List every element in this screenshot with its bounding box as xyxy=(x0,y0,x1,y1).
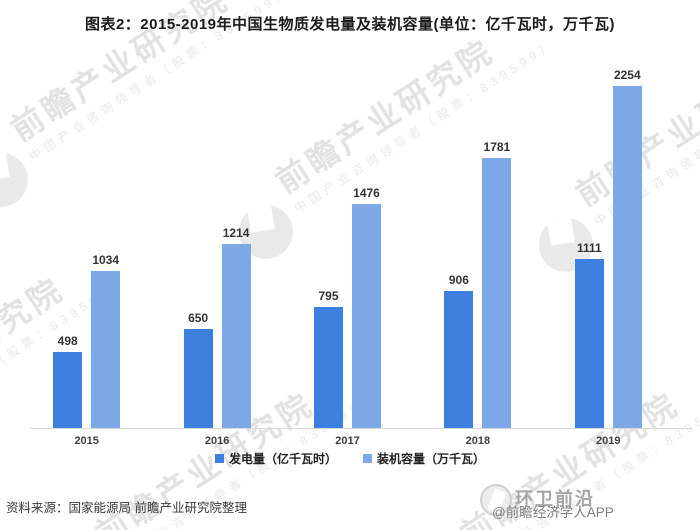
bar-value-label: 2254 xyxy=(613,68,641,82)
x-axis-label: 2018 xyxy=(465,435,491,447)
x-axis-label: 2017 xyxy=(335,435,360,447)
bar-2015-series1 xyxy=(91,271,121,428)
bar-2018-series0 xyxy=(444,290,474,428)
bar-value-label: 1781 xyxy=(483,139,511,154)
bar-value-label: 650 xyxy=(188,311,209,326)
x-axis-label: 2016 xyxy=(204,435,230,447)
legend: 发电量（亿千瓦时） 装机容量（万千瓦） xyxy=(0,450,700,467)
bar-2017-series1 xyxy=(352,204,381,428)
bar-2016-series1 xyxy=(221,243,251,428)
source-note: 资料来源：国家能源局 前瞻产业研究院整理 xyxy=(6,501,247,515)
bar-value-label: 906 xyxy=(448,272,469,287)
bar-value-label: 498 xyxy=(57,334,78,349)
bar-2019-series1 xyxy=(612,86,642,428)
bar-value-label: 1034 xyxy=(92,253,120,268)
bar-value-label: 795 xyxy=(318,289,339,304)
app-credit: @前瞻经济学人APP xyxy=(492,505,614,520)
x-axis-label: 2015 xyxy=(74,435,99,447)
legend-swatch xyxy=(363,454,372,463)
chart-title: 图表2：2015-2019年中国生物质发电量及装机容量(单位：亿千瓦时，万千瓦) xyxy=(84,16,616,33)
legend-swatch xyxy=(214,454,224,463)
bar-value-label: 1214 xyxy=(222,225,250,240)
x-axis-label: 2019 xyxy=(596,435,621,447)
legend-item: 发电量（亿千瓦时） xyxy=(214,450,337,467)
bar-2019-series0 xyxy=(574,259,604,428)
huanwei-logo-icon xyxy=(480,484,512,516)
account-watermark: 环卫前沿 xyxy=(515,489,595,509)
bar-2017-series0 xyxy=(314,307,343,428)
legend-label: 装机容量（万千瓦） xyxy=(377,452,486,466)
legend-label: 发电量（亿千瓦时） xyxy=(228,452,337,466)
legend-item: 装机容量（万千瓦） xyxy=(363,450,485,467)
bar-2018-series1 xyxy=(482,157,512,428)
bar-2016-series0 xyxy=(183,329,213,428)
bar-value-label: 1111 xyxy=(576,241,602,256)
bar-value-label: 1476 xyxy=(353,186,380,201)
x-axis-line xyxy=(30,428,693,429)
bar-2015-series0 xyxy=(53,352,83,428)
branding-area: 环卫前沿 @前瞻经济学人APP xyxy=(470,478,700,528)
